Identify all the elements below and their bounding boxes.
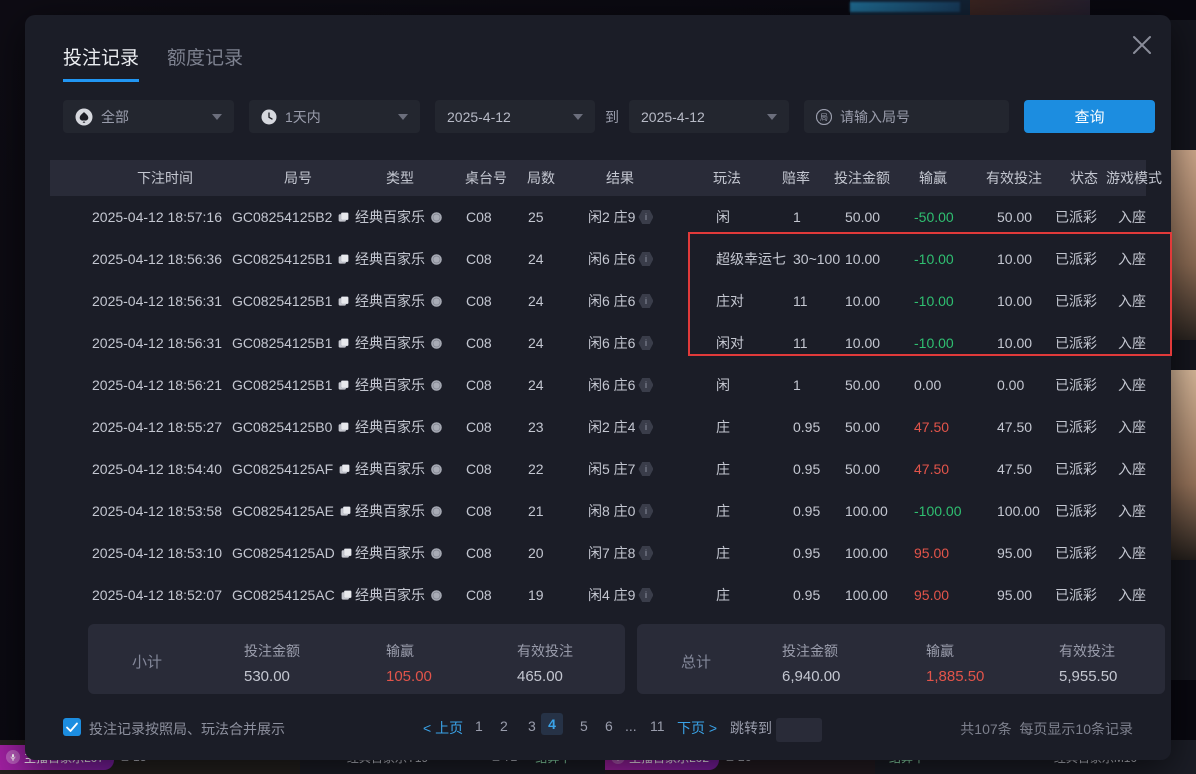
svg-text:局: 局 bbox=[820, 113, 828, 122]
